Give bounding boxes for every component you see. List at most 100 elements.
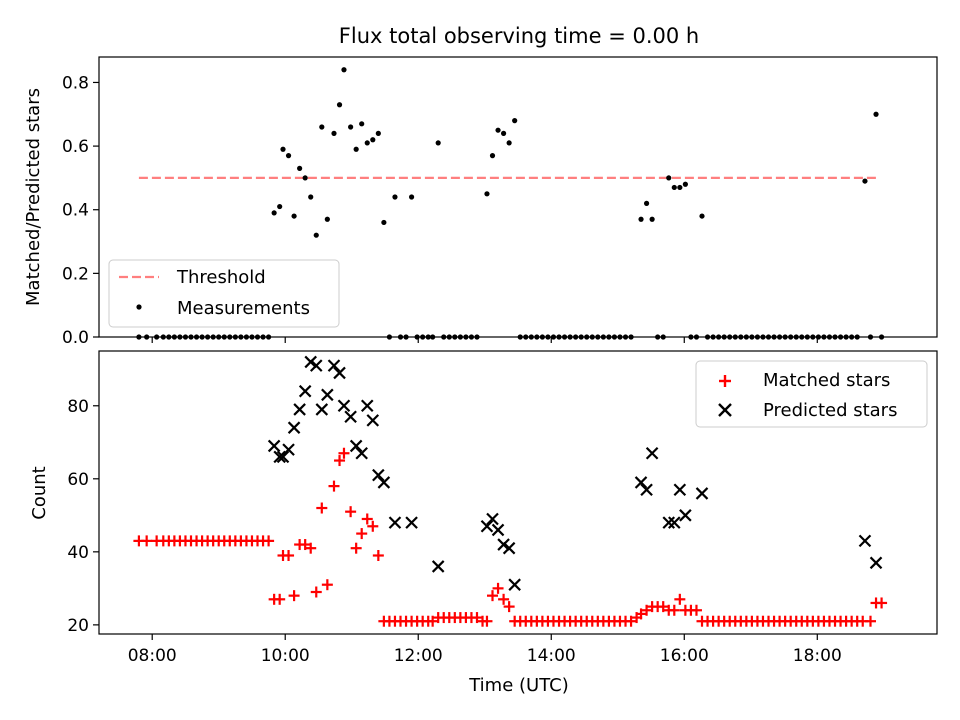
measurement-point xyxy=(370,137,376,143)
top-legend-box xyxy=(108,259,340,328)
measurement-point xyxy=(280,146,286,152)
bottom-ticks: 08:00 10:00 12:00 14:00 16:00 18:00 20 40 60 80 xyxy=(67,397,841,666)
measurement-point xyxy=(302,175,308,181)
measurement-point xyxy=(359,121,365,127)
matched-star-point xyxy=(427,615,439,627)
predicted-star-point xyxy=(388,516,402,529)
matched-star-point xyxy=(345,506,357,518)
matched-star-point xyxy=(283,549,295,561)
measurement-point xyxy=(285,153,292,159)
x-tick-label: 12:00 xyxy=(394,646,443,666)
measurement-point xyxy=(500,130,507,136)
predicted-star-point xyxy=(645,446,659,460)
top-plot-frame xyxy=(98,56,938,338)
predicted-star-point xyxy=(640,483,653,497)
legend-measurements-label: Measurements xyxy=(177,298,310,319)
predicted-star-point xyxy=(491,523,505,537)
matched-star-point xyxy=(141,535,153,547)
measurement-point xyxy=(512,118,518,124)
legend-matched-swatch xyxy=(719,375,731,387)
predicted-star-point xyxy=(377,476,391,489)
measurement-point xyxy=(331,130,337,136)
measurement-point xyxy=(873,111,879,117)
matched-star-point xyxy=(263,535,275,547)
predicted-stars-series xyxy=(267,355,883,591)
predicted-star-point xyxy=(327,359,341,372)
top-y-tick-label: 0.2 xyxy=(62,264,89,284)
predicted-star-point xyxy=(405,516,418,529)
measurement-point xyxy=(271,210,277,216)
predicted-star-point xyxy=(282,443,295,456)
predicted-star-point xyxy=(673,483,687,497)
measurement-point xyxy=(649,216,655,222)
predicted-star-point xyxy=(372,468,385,482)
measurement-point xyxy=(484,191,490,197)
matched-star-point xyxy=(492,582,504,594)
matched-star-point xyxy=(625,615,637,627)
measurement-point xyxy=(341,67,347,73)
top-y-axis-label: Matched/Predicted stars xyxy=(23,88,44,306)
measurement-point xyxy=(495,127,501,133)
predicted-star-point xyxy=(486,512,499,526)
predicted-star-point xyxy=(273,450,286,464)
bottom-legend-box xyxy=(695,360,928,428)
measurement-point xyxy=(277,203,283,210)
measurement-point xyxy=(319,124,325,130)
matched-star-point xyxy=(328,480,340,492)
predicted-star-point xyxy=(287,421,301,434)
matched-star-point xyxy=(487,590,499,602)
x-tick-label: 14:00 xyxy=(527,646,576,666)
measurement-point xyxy=(291,213,297,219)
measurement-point xyxy=(699,213,705,219)
matched-star-point xyxy=(299,539,311,551)
matched-star-point xyxy=(635,608,647,620)
bottom-plot-frame xyxy=(98,350,938,635)
predicted-star-point xyxy=(497,538,510,551)
top-ticks: 0.0 0.2 0.4 0.6 0.8 xyxy=(62,73,818,348)
measurement-point xyxy=(666,175,672,181)
predicted-star-point xyxy=(293,403,306,416)
matched-star-point xyxy=(288,590,300,602)
matched-star-point xyxy=(350,542,362,554)
x-tick-label: 16:00 xyxy=(660,646,709,666)
bottom-y-tick-label: 40 xyxy=(67,543,89,563)
matched-star-point xyxy=(367,520,379,532)
measurement-point xyxy=(435,140,441,146)
legend-predicted-swatch xyxy=(718,403,732,417)
matched-star-point xyxy=(481,615,493,627)
predicted-star-point xyxy=(276,450,290,464)
matched-star-point xyxy=(641,604,653,616)
predicted-star-point xyxy=(333,366,346,380)
matched-star-point xyxy=(668,604,680,616)
predicted-star-point xyxy=(366,414,380,427)
legend-matched-label: Matched stars xyxy=(763,370,890,391)
measurement-point xyxy=(643,200,650,206)
legend-measurements-swatch xyxy=(136,304,142,310)
predicted-star-point xyxy=(695,487,709,500)
measurement-point xyxy=(671,184,677,191)
predicted-star-point xyxy=(315,403,329,416)
predicted-star-point xyxy=(679,509,692,522)
predicted-star-point xyxy=(309,359,323,372)
predicted-star-point xyxy=(349,439,363,453)
top-legend: Threshold Measurements xyxy=(108,259,340,328)
matched-star-point xyxy=(321,579,333,591)
matched-star-point xyxy=(864,615,876,627)
matched-star-point xyxy=(316,502,328,514)
bottom-y-tick-label: 80 xyxy=(67,397,89,417)
predicted-star-point xyxy=(267,439,281,453)
bottom-y-axis-label: Count xyxy=(29,466,50,519)
x-tick-label: 10:00 xyxy=(261,646,310,666)
predicted-star-point xyxy=(337,399,351,413)
predicted-star-point xyxy=(634,476,648,489)
bottom-y-tick-label: 60 xyxy=(67,470,89,490)
measurement-point xyxy=(408,194,415,200)
top-panel: 0.00.20.40.60.8 Matched/Predicted stars … xyxy=(23,56,938,348)
x-axis-label: Time (UTC) xyxy=(468,675,569,696)
measurement-point xyxy=(862,178,868,184)
matched-star-point xyxy=(876,597,888,609)
matched-star-point xyxy=(471,612,483,624)
x-tick-label: 08:00 xyxy=(128,646,177,666)
matched-star-point xyxy=(503,601,515,613)
